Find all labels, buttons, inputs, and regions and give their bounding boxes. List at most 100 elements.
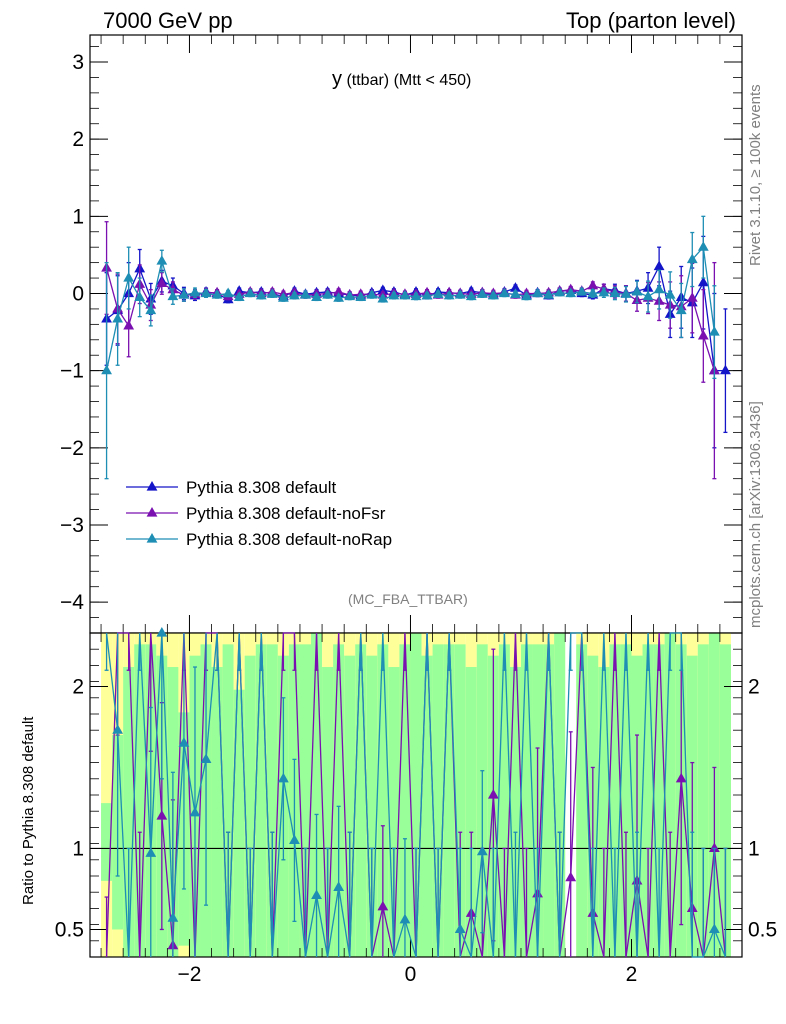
band-inner — [498, 644, 510, 957]
data-point — [300, 289, 311, 299]
band-inner — [719, 644, 731, 957]
data-point — [255, 289, 267, 300]
data-point — [487, 289, 499, 300]
data-point — [708, 923, 720, 934]
data-point — [123, 272, 135, 282]
legend-entry: Pythia 8.308 default — [186, 478, 337, 497]
y-tick-label: 2 — [72, 675, 84, 698]
data-point — [587, 287, 599, 298]
data-point — [134, 291, 146, 301]
band-inner — [101, 803, 113, 881]
x-tick-label: 0 — [405, 963, 417, 986]
series-line — [105, 245, 716, 371]
data-point — [145, 304, 157, 315]
data-point — [675, 304, 687, 315]
data-point — [410, 290, 422, 301]
y-tick-label: −1 — [60, 360, 84, 383]
data-point — [112, 724, 124, 734]
data-point — [156, 255, 168, 265]
band-inner — [609, 644, 621, 957]
y-tick-label: 3 — [72, 51, 84, 74]
data-point — [697, 276, 709, 287]
data-point — [311, 889, 322, 900]
data-point — [532, 287, 543, 298]
data-point — [366, 289, 378, 299]
data-point — [598, 286, 610, 297]
y-tick-label-right: 2 — [748, 675, 760, 698]
data-point — [565, 871, 577, 882]
band-inner — [123, 667, 135, 957]
band-inner — [576, 644, 588, 957]
header-right: Top (parton level) — [566, 8, 736, 33]
data-point — [521, 290, 532, 301]
data-point — [333, 285, 345, 296]
data-point — [686, 292, 698, 302]
data-point — [653, 260, 665, 271]
data-point — [642, 290, 654, 301]
x-tick-label: 2 — [626, 963, 638, 986]
band-inner — [322, 667, 334, 957]
data-point — [675, 772, 687, 783]
data-point — [476, 845, 488, 856]
y-tick-label-right: 0.5 — [748, 918, 777, 941]
data-point — [653, 283, 665, 294]
y-tick-label: −3 — [60, 514, 84, 537]
y-tick-label: 0.5 — [55, 918, 84, 941]
band-inner — [443, 644, 455, 957]
y-tick-label: −4 — [60, 591, 84, 614]
band-inner — [664, 633, 676, 957]
y-tick-label: 2 — [72, 128, 84, 151]
ratio-y-axis-label: Ratio to Pythia 8.308 default — [20, 716, 37, 905]
data-point — [686, 253, 698, 264]
data-point — [697, 329, 709, 340]
band-inner — [554, 633, 566, 957]
data-point — [355, 291, 367, 301]
band-inner — [299, 644, 312, 957]
band-inner — [520, 644, 533, 957]
data-point — [145, 847, 157, 857]
legend-marker — [146, 481, 158, 491]
data-point — [277, 292, 289, 302]
data-point — [266, 288, 278, 298]
band-inner — [333, 644, 345, 957]
legend-marker — [146, 533, 158, 543]
data-point — [311, 291, 322, 301]
band-inner — [410, 633, 422, 957]
data-point — [333, 292, 345, 302]
data-point — [244, 287, 256, 298]
legend-marker — [146, 507, 158, 517]
data-point — [510, 282, 521, 292]
data-point — [421, 289, 433, 300]
data-point — [510, 288, 521, 298]
band-inner — [399, 644, 411, 957]
band-inner — [355, 644, 367, 957]
data-point — [112, 312, 124, 323]
data-point — [289, 289, 300, 300]
data-point — [487, 789, 499, 799]
mcplots-label: mcplots.cern.ch [arXiv:1306.3436] — [747, 401, 764, 628]
data-point — [587, 279, 599, 290]
plot-title: y (ttbar) (Mtt < 450) — [332, 68, 471, 91]
ratio-panel: 0.5 0.5 1 1 2 2 −2 0 2 — [55, 627, 777, 986]
data-point — [377, 900, 389, 911]
data-point — [565, 287, 577, 298]
band-inner — [311, 633, 323, 957]
band-inner — [465, 667, 477, 957]
data-point — [631, 285, 643, 296]
y-tick-label: −2 — [60, 437, 84, 460]
data-point — [156, 810, 168, 820]
data-point — [167, 912, 179, 922]
data-point — [222, 287, 234, 298]
band-inner — [697, 644, 709, 957]
plot-title-sub: (ttbar) (Mtt < 450) — [342, 72, 472, 89]
series-line — [106, 264, 726, 372]
series-line — [105, 267, 715, 371]
y-tick-label: 1 — [72, 205, 84, 228]
band-outer — [101, 633, 113, 957]
data-point — [156, 627, 168, 637]
data-point — [476, 288, 488, 298]
data-point — [189, 286, 201, 297]
band-inner — [620, 644, 632, 957]
band-inner — [598, 667, 610, 957]
